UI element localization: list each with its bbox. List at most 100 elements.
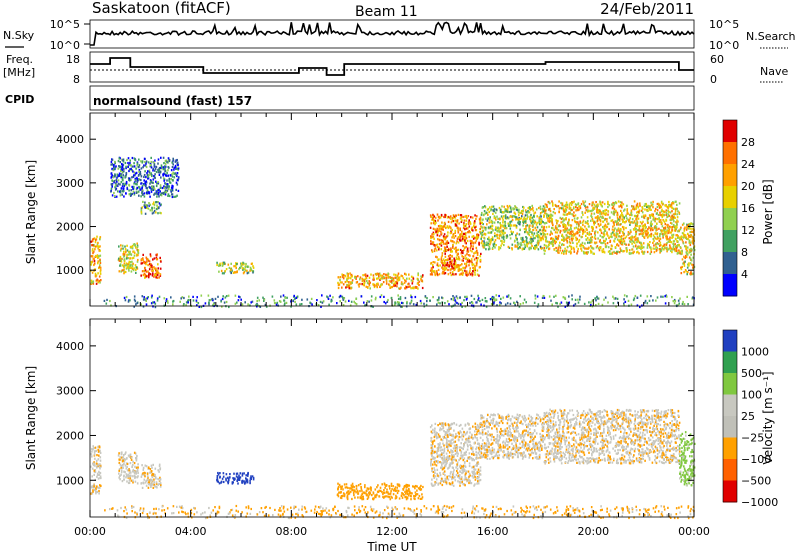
power-cell [493,296,495,299]
power-cell [639,221,642,224]
power-cell [574,233,576,236]
power-cell [543,232,545,235]
power-cell [599,223,602,226]
power-cell [276,301,279,304]
power-cell [120,169,122,173]
power-cell [511,248,513,251]
power-cell [535,235,537,238]
power-cell [677,234,679,238]
velocity-cell [93,461,95,464]
power-cell [671,234,673,237]
power-cell [417,272,419,275]
power-cell [550,220,552,223]
power-cell [461,255,463,258]
velocity-cell [216,480,219,483]
power-cell [172,157,174,160]
power-cell [451,228,453,232]
power-cell [519,245,521,248]
power-cell [485,243,488,246]
power-cell [383,300,385,304]
power-cell [574,298,577,301]
power-cell [122,264,124,267]
power-cell [607,202,609,205]
power-cell [652,247,655,250]
velocity-cell [99,464,102,467]
power-cell [681,265,683,268]
power-cell [686,266,689,269]
power-cell [440,248,443,251]
power-cell [521,237,524,240]
power-cell [504,231,506,234]
velocity-cell [245,474,247,477]
power-cell [672,233,675,236]
power-cell [440,232,443,235]
power-cell [616,233,619,236]
power-cell [692,266,694,269]
power-cell [381,274,384,277]
power-cell [124,264,127,267]
power-cell [455,256,458,259]
power-cell [450,260,453,263]
power-cell [429,269,432,272]
power-cell [598,297,600,300]
power-cell [621,211,623,215]
power-cell [515,224,518,227]
velocity-cell [136,467,139,470]
power-cell [543,228,545,231]
power-cell [527,211,529,214]
power-cell [118,165,120,168]
power-cell [149,164,152,167]
power-cell [586,252,588,255]
velocity-cell [99,451,102,454]
power-cell [351,275,353,278]
power-cell [491,224,494,228]
velocity-cell [135,459,138,462]
power-cell [544,209,547,212]
power-cell [453,268,455,272]
power-cell [615,232,618,235]
power-cell [457,229,459,232]
power-cell [550,299,552,302]
power-cell [351,279,354,282]
velocity-cell [119,478,121,481]
power-cell [462,256,465,259]
velocity-cell [219,472,221,475]
power-cell [474,220,476,223]
velocity-cell [93,469,96,472]
velocity-cell [127,473,129,476]
power-cell [671,210,673,213]
power-cell [145,165,148,169]
nsearch-tick-top: 10^5 [709,18,739,31]
power-cell [475,225,477,228]
power-cell [599,200,601,203]
power-cell [616,228,618,231]
power-cell [599,239,601,242]
power-cell [640,244,643,247]
power-cell [431,268,433,271]
power-cell [436,249,438,252]
power-cell [497,221,499,224]
power-cell [664,246,666,249]
power-cell [579,205,581,208]
power-cell [502,215,505,218]
colorbar-segment [723,186,737,209]
power-cell [594,216,597,219]
nave-label: Nave [760,65,788,78]
power-cell [144,262,146,265]
power-cell [612,302,615,305]
power-cell [577,202,580,205]
power-cell [156,276,159,279]
power-cell [369,281,371,284]
power-cell [659,247,661,251]
power-cell [665,247,668,251]
power-cell [124,270,126,274]
power-cell [688,262,690,265]
power-cell [166,184,169,187]
power-cell [645,232,647,235]
power-cell [541,229,544,232]
velocity-cell [244,481,247,484]
velocity-cell [96,485,98,488]
power-cell [660,214,662,217]
power-cell [459,264,462,267]
velocity-cell [98,445,101,448]
